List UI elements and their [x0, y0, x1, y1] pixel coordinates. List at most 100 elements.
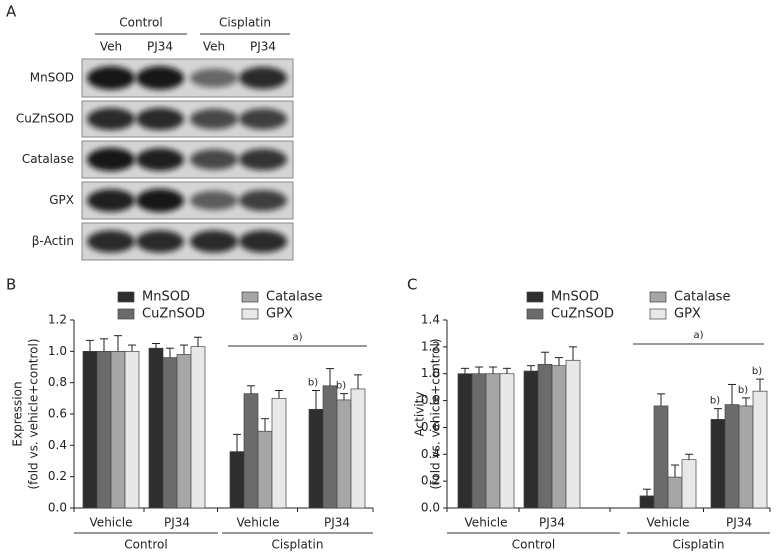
bar [551, 365, 567, 509]
panel-letter: A [6, 3, 17, 21]
error-bar [728, 383, 736, 405]
legend-swatch [649, 308, 667, 320]
error-bar [340, 393, 348, 400]
bar [229, 451, 245, 509]
legend-swatch [117, 308, 135, 320]
error-bar [312, 390, 320, 410]
bar [471, 373, 487, 509]
x-tick-label: PJ34 [324, 516, 350, 530]
bar [124, 350, 140, 509]
error-bar [569, 346, 577, 361]
error-bar [180, 344, 188, 355]
bar [752, 390, 768, 509]
bar [82, 350, 98, 509]
bar [499, 373, 515, 509]
group-label: Cisplatin [673, 538, 725, 552]
y-tick-label: 1.2 [48, 313, 67, 327]
group-label: Control [124, 538, 167, 552]
bar [308, 408, 324, 509]
y-tick-label: 0.0 [421, 501, 440, 515]
legend-swatch [649, 291, 667, 303]
bar [148, 347, 164, 509]
bar [738, 405, 754, 509]
bar [485, 373, 501, 509]
blot-band [136, 148, 184, 171]
bar [162, 357, 178, 509]
error-bar [671, 464, 679, 478]
blot-band [87, 147, 135, 172]
error-bar [461, 367, 469, 374]
legend-label: MnSOD [551, 290, 599, 305]
bar [565, 359, 581, 509]
significance-label: b) [308, 378, 318, 389]
bar [110, 350, 126, 509]
row-label: Catalase [22, 152, 74, 166]
significance-label: b) [738, 385, 748, 396]
y-tick-label: 0.6 [48, 407, 67, 421]
blot-band [136, 107, 184, 131]
legend-label: MnSOD [142, 290, 190, 305]
bar [350, 388, 366, 509]
bar [724, 404, 740, 509]
group-label: Cisplatin [219, 16, 271, 30]
blot-band [190, 190, 238, 211]
x-tick-label: Vehicle [237, 516, 280, 530]
legend-swatch [526, 291, 544, 303]
error-bar [657, 393, 665, 406]
error-bar [247, 385, 255, 394]
error-bar [643, 488, 651, 496]
blot-band [239, 230, 287, 253]
error-bar [114, 335, 122, 352]
bar [537, 363, 553, 509]
error-bar [756, 378, 764, 392]
bar [96, 350, 112, 509]
error-bar [326, 368, 334, 386]
error-bar [475, 366, 483, 374]
panel-letter: C [407, 276, 417, 294]
blot-band [136, 66, 184, 90]
bar [681, 459, 697, 509]
error-bar [194, 336, 202, 347]
legend-swatch [117, 291, 135, 303]
significance-label: b) [710, 396, 720, 407]
blot-band [136, 230, 184, 253]
legend-label: CuZnSOD [142, 307, 205, 322]
row-label: CuZnSOD [16, 112, 74, 126]
legend-swatch [241, 291, 259, 303]
y-tick-label: 1.2 [421, 339, 440, 353]
y-axis-title: Activity [413, 392, 427, 437]
blot-band [239, 190, 287, 211]
error-bar [233, 433, 241, 452]
blot-band [239, 108, 287, 130]
lane-label: Veh [203, 40, 225, 54]
blot-band [190, 108, 238, 130]
significance-label: a) [292, 332, 302, 343]
bar [322, 385, 338, 509]
legend-swatch [526, 308, 544, 320]
error-bar [714, 408, 722, 420]
blot-band [87, 230, 135, 253]
blot-band [239, 66, 287, 90]
y-tick-label: 1.0 [421, 366, 440, 380]
blot-band [190, 149, 238, 170]
bar [639, 495, 655, 509]
group-label: Control [119, 16, 162, 30]
row-label: GPX [49, 193, 74, 207]
bar [336, 399, 352, 509]
blot-band [239, 148, 287, 171]
error-bar [100, 338, 108, 352]
y-tick-label: 0.6 [421, 420, 440, 434]
error-bar [128, 344, 136, 352]
y-tick-label: 0.2 [421, 474, 440, 488]
y-tick-label: 0.8 [421, 393, 440, 407]
error-bar [489, 366, 497, 374]
significance-label: b) [336, 381, 346, 392]
error-bar [152, 343, 160, 349]
error-bar [275, 390, 283, 399]
x-tick-label: Vehicle [90, 516, 133, 530]
y-axis-title: Expression [11, 381, 25, 446]
bar [653, 405, 669, 509]
row-label: β-Actin [32, 234, 74, 248]
legend-label: CuZnSOD [551, 307, 614, 322]
legend-swatch [241, 308, 259, 320]
